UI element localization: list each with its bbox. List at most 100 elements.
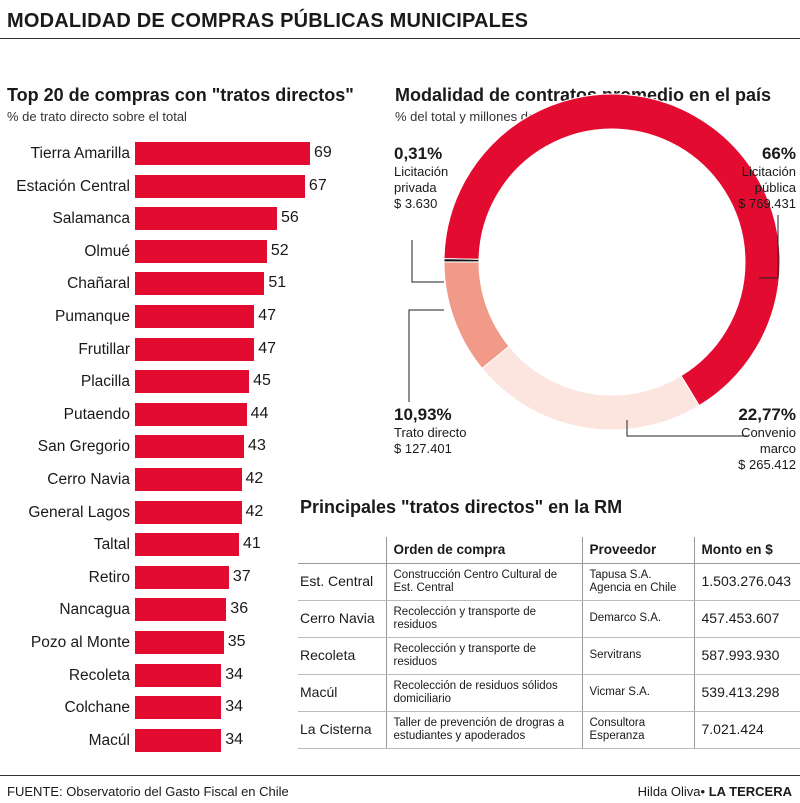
bar-category-label: Nancagua — [59, 601, 130, 619]
bar-chart-title: Top 20 de compras con "tratos directos" — [7, 85, 354, 105]
slice-label-convenio-marco: 22,77% Convenio marco $ 265.412 — [700, 405, 796, 473]
bar — [135, 370, 250, 394]
bar-value-label: 52 — [270, 241, 289, 259]
bar — [135, 565, 229, 589]
slice-pct: 10,93% — [394, 405, 452, 424]
bar — [135, 533, 239, 557]
bar-value-label: 51 — [268, 274, 287, 292]
leader-line-licitacion-publica — [759, 215, 779, 279]
source-note: FUENTE: Observatorio del Gasto Fiscal en… — [7, 784, 289, 799]
slice-amount: $ 127.401 — [394, 441, 452, 456]
bar — [135, 239, 267, 263]
slice-label-licitacion-publica: 66% Licitación pública $ 769.431 — [700, 144, 796, 212]
bar-value-label: 47 — [258, 339, 276, 357]
bar-value-label: 42 — [245, 502, 264, 520]
bar — [135, 435, 245, 459]
leader-line-trato-directo — [408, 309, 444, 402]
cell-orden: Recolección y transporte de residuos — [385, 600, 582, 638]
table-row: Est. Central Construcción Centro Cultura… — [298, 563, 800, 601]
cell-proveedor: Vicmar S.A. — [581, 674, 694, 712]
bar-category-label: Salamanca — [52, 210, 130, 228]
bar-category-label: Olmué — [84, 242, 130, 260]
bar-value-label: 69 — [314, 144, 332, 161]
author-name: Hilda Oliva — [637, 784, 701, 799]
page-title: MODALIDAD DE COMPRAS PÚBLICAS MUNICIPALE… — [7, 10, 529, 32]
column-header — [298, 537, 386, 564]
bar-category-label: Putaendo — [63, 405, 130, 423]
cell-monto: 7.021.424 — [693, 711, 800, 749]
credit: Hilda Oliva• LA TERCERA — [638, 784, 792, 799]
tratos-directos-table: Orden de compra Proveedor Monto en $ Est… — [298, 537, 800, 749]
bar-value-label: 35 — [227, 633, 246, 650]
bar — [135, 728, 222, 752]
bar — [135, 500, 242, 524]
cell-municipio: La Cisterna — [298, 711, 386, 749]
bar — [135, 142, 310, 165]
cell-orden: Recolección y transporte de residuos — [385, 637, 582, 675]
slice-name: Trato directo — [394, 425, 467, 440]
bar-category-label: Recoleta — [68, 666, 130, 684]
cell-proveedor: Tapusa S.A. Agencia en Chile — [581, 563, 694, 601]
slice-pct: 22,77% — [738, 405, 796, 424]
bar-value-label: 44 — [250, 404, 269, 422]
slice-name: Licitación pública — [741, 164, 796, 195]
bar-value-label: 41 — [242, 535, 261, 553]
bar-value-label: 34 — [225, 698, 244, 716]
cell-orden: Recolección de residuos sólidos domicili… — [385, 674, 582, 712]
bar — [135, 402, 247, 426]
bar-value-label: 45 — [253, 372, 271, 390]
bar-category-label: San Gregorio — [37, 438, 130, 456]
cell-orden: Construcción Centro Cultural de Est. Cen… — [385, 563, 582, 601]
bar-value-label: 36 — [230, 600, 249, 618]
bar-value-label: 34 — [225, 730, 244, 748]
slice-licitacion-publica — [443, 93, 781, 407]
leader-line-licitacion-privada — [411, 240, 444, 283]
bar-category-label: Estación Central — [16, 177, 130, 195]
cell-proveedor: Demarco S.A. — [581, 600, 694, 638]
slice-trato-directo — [443, 261, 510, 370]
slice-pct: 66% — [761, 144, 796, 163]
bar — [135, 663, 222, 687]
slice-label-licitacion-privada: 0,31% Licitación privada $ 3.630 — [394, 144, 464, 212]
bar — [135, 631, 224, 654]
table-row: La Cisterna Taller de prevención de drog… — [298, 711, 800, 749]
slice-name: Licitación privada — [394, 164, 449, 195]
cell-orden: Taller de prevención de drogras a estudi… — [385, 711, 582, 749]
slice-pct: 0,31% — [394, 144, 443, 163]
bar — [135, 207, 278, 231]
slice-licitacion-privada — [443, 258, 480, 263]
slice-name: Convenio marco — [741, 425, 796, 456]
table-title: Principales "tratos directos" en la RM — [300, 497, 623, 517]
bar-category-label: Frutillar — [78, 340, 130, 358]
bar-category-label: Pozo al Monte — [30, 634, 130, 651]
donut-chart-subtitle: % del total y millones de $ — [395, 109, 547, 124]
separator-dot: • — [700, 784, 706, 799]
slice-label-trato-directo: 10,93% Trato directo $ 127.401 — [394, 405, 467, 457]
cell-monto: 457.453.607 — [693, 600, 800, 638]
top-divider — [0, 38, 800, 39]
cell-municipio: Macúl — [298, 674, 386, 712]
bar-category-label: Taltal — [93, 536, 130, 554]
bar-category-label: Tierra Amarilla — [30, 145, 130, 162]
bar-value-label: 37 — [232, 567, 251, 585]
brand-name: LA TERCERA — [708, 784, 792, 799]
cell-municipio: Est. Central — [298, 563, 386, 601]
bar — [135, 174, 305, 198]
column-header: Monto en $ — [693, 537, 800, 564]
bar-value-label: 42 — [245, 470, 264, 487]
table-header-row: Orden de compra Proveedor Monto en $ — [298, 537, 800, 564]
bar — [135, 598, 227, 622]
donut-chart — [408, 93, 781, 437]
bar-category-label: Chañaral — [67, 275, 130, 293]
bar-value-label: 43 — [248, 437, 266, 455]
column-header: Proveedor — [581, 537, 694, 564]
cell-municipio: Cerro Navia — [298, 600, 386, 638]
cell-proveedor: Consultora Esperanza — [581, 711, 694, 749]
bar-value-label: 67 — [308, 176, 327, 194]
column-header: Orden de compra — [385, 537, 582, 564]
slice-convenio-marco — [481, 345, 700, 431]
bar-value-label: 56 — [281, 209, 299, 227]
bar-category-label: Colchane — [64, 699, 131, 717]
cell-monto: 539.413.298 — [693, 674, 800, 712]
cell-municipio: Recoleta — [298, 637, 386, 675]
